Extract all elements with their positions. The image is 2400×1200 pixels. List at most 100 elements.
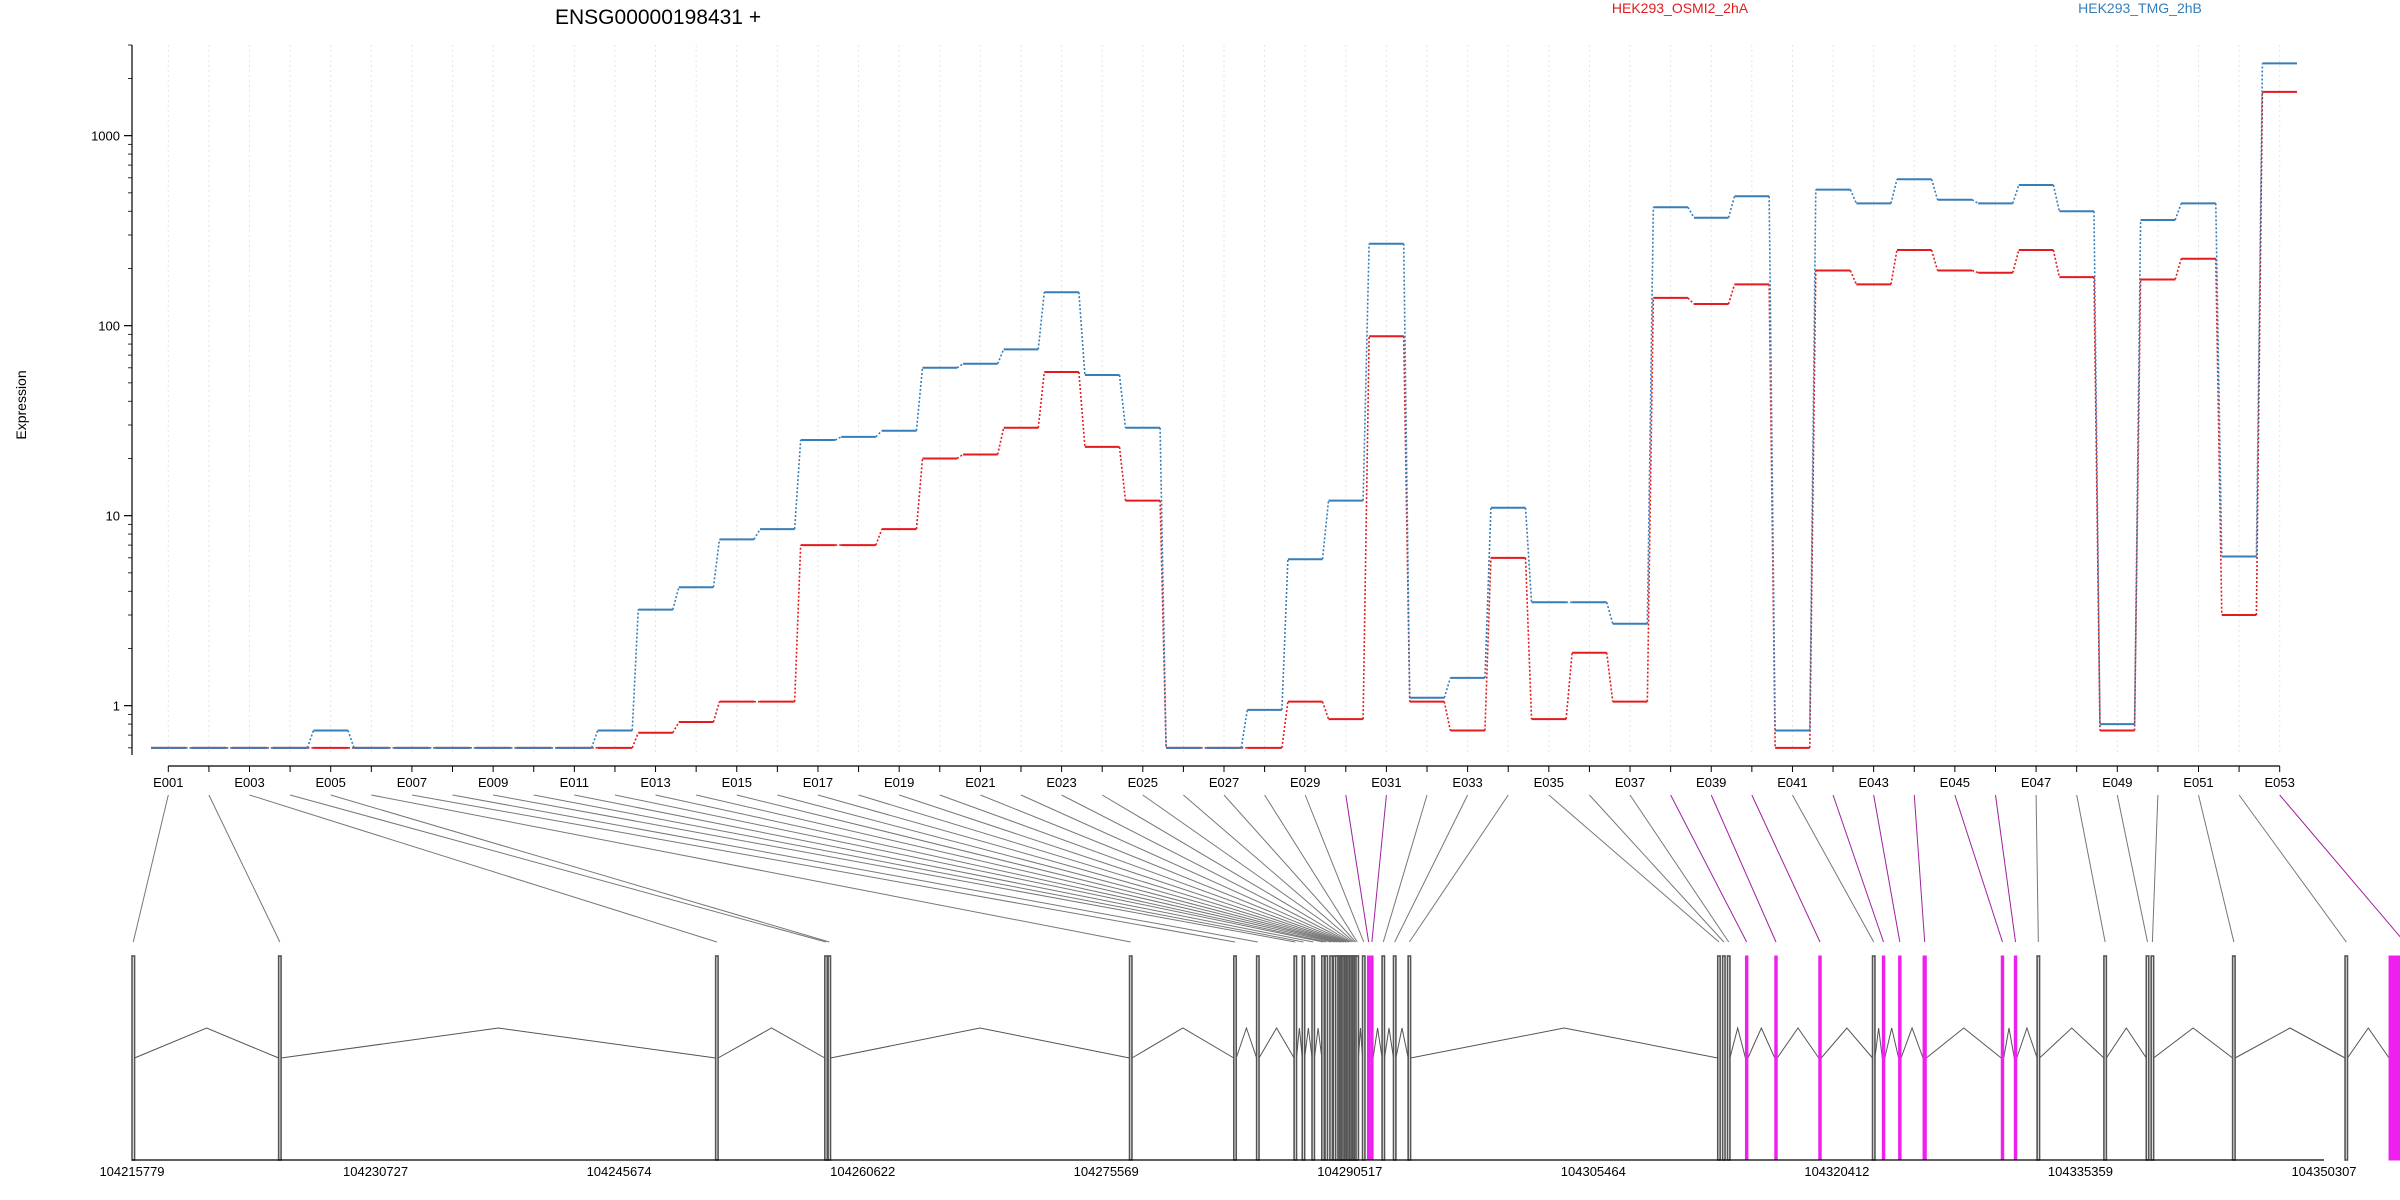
intron: [1874, 1027, 1883, 1059]
y-tick-label: 1: [113, 699, 120, 714]
intron: [1776, 1027, 1820, 1059]
exon-links: [132, 794, 2400, 943]
exon-box: [2103, 955, 2108, 1161]
exon-link: [2035, 794, 2039, 943]
connector: [2214, 258, 2223, 616]
exon-link: [452, 794, 1258, 943]
x-tick-label: E023: [1046, 775, 1076, 790]
exon-link: [1913, 794, 1926, 943]
intron: [1925, 1027, 2002, 1059]
exon-link: [2076, 794, 2106, 943]
exon-link: [249, 794, 718, 943]
exon-link: [777, 794, 1337, 943]
connector: [1565, 652, 1573, 720]
connector: [1524, 507, 1533, 603]
exon-box: [1293, 955, 1298, 1161]
exon-link: [1629, 794, 1730, 943]
connector: [1443, 677, 1452, 699]
intron: [717, 1027, 826, 1059]
connector: [956, 453, 964, 460]
exon-link: [2116, 794, 2148, 943]
connector: [996, 349, 1005, 365]
x-tick-label: E039: [1696, 775, 1726, 790]
exon-box: [1128, 955, 1133, 1161]
coordinate-label: 104335359: [2048, 1164, 2113, 1179]
x-tick-label: E041: [1777, 775, 1807, 790]
connector: [1687, 206, 1695, 219]
intron: [2105, 1027, 2147, 1059]
exon-link: [899, 794, 1343, 943]
connector: [1484, 557, 1492, 731]
exon-link: [1394, 794, 1469, 943]
connector: [1118, 446, 1127, 501]
intron: [1313, 1027, 1323, 1059]
connector: [1159, 500, 1167, 748]
connector: [2214, 203, 2223, 557]
coordinate-label: 104290517: [1317, 1164, 1382, 1179]
x-tick-label: E027: [1209, 775, 1239, 790]
intron: [2016, 1026, 2038, 1059]
connector: [1930, 249, 1939, 271]
connector: [672, 721, 680, 734]
exon-link: [1954, 794, 2003, 943]
intron: [280, 1027, 716, 1059]
connector: [1240, 709, 1249, 748]
exon-link: [655, 794, 1327, 943]
connector: [1646, 207, 1655, 624]
x-tick-label: E053: [2265, 775, 2295, 790]
exon-link: [1548, 794, 1720, 943]
y-tick-label: 10: [106, 509, 120, 524]
connector: [2174, 203, 2182, 221]
connector: [2133, 219, 2142, 725]
exon-box: [2013, 955, 2018, 1161]
connector: [1605, 652, 1614, 702]
exon-box: [277, 955, 282, 1161]
x-tick-label: E033: [1452, 775, 1482, 790]
exon-box: [1721, 955, 1726, 1161]
exon-box: [714, 955, 719, 1161]
intron: [1296, 1027, 1303, 1059]
connector: [1768, 196, 1776, 731]
coordinate-label: 104260622: [830, 1164, 895, 1179]
y-tick-label: 1000: [91, 129, 120, 144]
exon-link: [1589, 794, 1725, 943]
intron: [2347, 1027, 2390, 1059]
connector: [2093, 277, 2101, 731]
x-tick-label: E003: [234, 775, 264, 790]
connector: [1849, 189, 1858, 204]
exon-box: [1381, 955, 1386, 1161]
exon-box: [1818, 955, 1822, 1161]
exon-link: [2279, 794, 2400, 938]
connector: [631, 609, 640, 731]
exon-link: [330, 794, 830, 943]
connector: [1605, 602, 1614, 624]
vertical-gridlines: [167, 45, 2281, 755]
exon-link: [411, 794, 1236, 943]
x-tick-label: E001: [153, 775, 183, 790]
series-lines: [151, 62, 2297, 749]
exon-box: [1311, 955, 1316, 1161]
exon-box: [2231, 955, 2236, 1161]
intron: [1884, 1027, 1900, 1059]
connector: [2052, 184, 2061, 212]
connector: [1281, 559, 1289, 710]
chart-title: ENSG00000198431 +: [555, 6, 761, 29]
connector: [672, 587, 680, 610]
intron: [2234, 1027, 2346, 1059]
gene-model: [131, 955, 2400, 1161]
connector: [1646, 297, 1655, 702]
intron: [1131, 1027, 1235, 1059]
coordinate-label: 104305464: [1561, 1164, 1626, 1179]
connector: [1890, 249, 1898, 285]
x-tick-label: E035: [1534, 775, 1564, 790]
coordinate-label: 104215779: [99, 1164, 164, 1179]
connector: [712, 701, 721, 723]
connector: [1362, 336, 1370, 720]
connector: [1687, 297, 1695, 305]
connector: [996, 427, 1005, 455]
exon-box: [1366, 955, 1371, 1161]
intron: [830, 1027, 1130, 1059]
exon-link: [371, 794, 1131, 943]
connector: [1849, 270, 1858, 285]
intron: [1258, 1027, 1295, 1059]
